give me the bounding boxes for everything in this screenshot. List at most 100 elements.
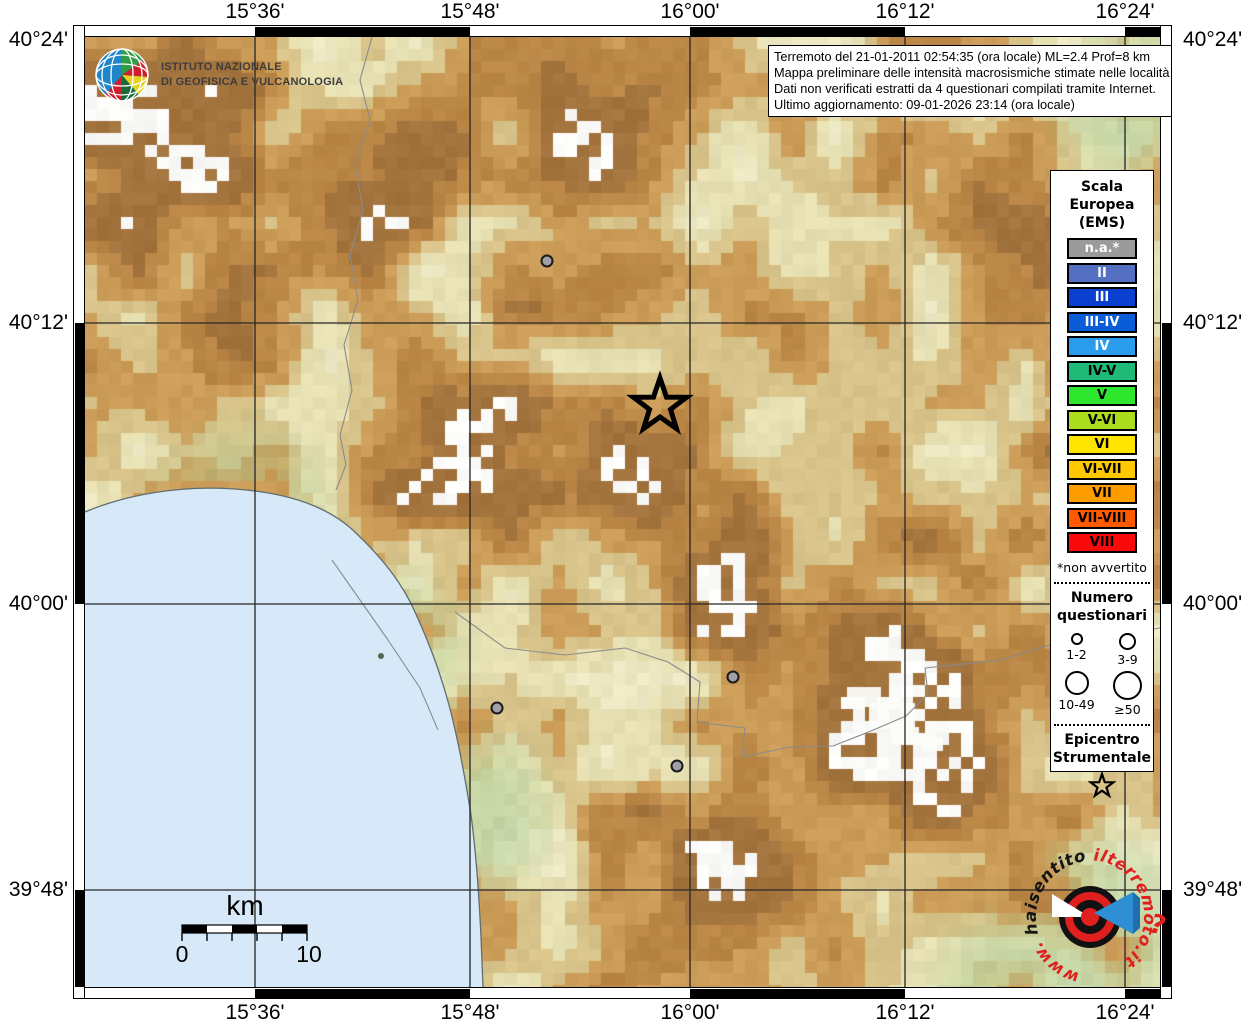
tick-top-0: 15°36': [225, 0, 285, 23]
intensity-swatch-V: V: [1067, 385, 1137, 406]
ingv-name-line2: DI GEOFISICA E VULCANOLOGIA: [161, 76, 344, 88]
epicenter-star: [626, 370, 694, 436]
info-line-2: Dati non verificati estratti da 4 questi…: [774, 81, 1156, 96]
intensity-swatch-VI-VII: VI-VII: [1067, 458, 1137, 480]
info-line-1: Mappa preliminare delle intensità macros…: [774, 65, 1170, 80]
legend-separator-2: [1054, 724, 1150, 726]
scalebar-seg-2: [282, 925, 307, 933]
boundary-line-1: [331, 559, 439, 731]
frame-seg-left-1: [74, 890, 84, 987]
questionnaire-class-0: 1-2: [1051, 633, 1102, 667]
frame-band-bottom: [73, 987, 1172, 999]
boundary-line-0: [335, 37, 373, 491]
epicenter-star-glyph: [1087, 770, 1117, 799]
questionnaire-label-1: 3-9: [1117, 652, 1138, 667]
questionnaire-circle-2: [1064, 671, 1089, 695]
legend-box: Scala Europea (EMS) n.a.* II III III-IV IV IV-V…: [1050, 170, 1154, 799]
frame-seg-top-2: [1125, 26, 1160, 36]
intensity-swatch-IV: IV: [1067, 336, 1137, 357]
islet: [378, 653, 384, 659]
intensity-swatch-VI: VI: [1067, 434, 1137, 455]
frame-seg-right-0: [1161, 323, 1171, 604]
scalebar-start: 0: [176, 941, 189, 967]
event-info-box: Terremoto del 21-01-2011 02:54:35 (ora l…: [768, 45, 1172, 117]
questionnaire-class-1: 3-9: [1102, 633, 1153, 667]
map-overlay: km 0 10: [85, 37, 1160, 987]
intensity-swatch-III: III: [1067, 287, 1137, 308]
locality-dot-0: [540, 254, 554, 268]
questionnaires-title-line-0: Numero: [1070, 590, 1134, 606]
intensity-swatch-VIII: VIII: [1067, 532, 1137, 553]
ingv-name-line1: ISTITUTO NAZIONALE: [161, 61, 282, 73]
legend-title-line-0: Scala: [1080, 179, 1124, 195]
tick-bottom-3: 16°12': [875, 1001, 935, 1024]
epicenter-title: Epicentro Strumentale: [1051, 731, 1153, 767]
legend-title-line-1: Europea: [1069, 197, 1135, 213]
sea-area: [85, 488, 483, 987]
intensity-swatch-V-VI: V-VI: [1067, 409, 1137, 431]
legend-separator: [1054, 582, 1150, 584]
haisentito-logo: ? www. haisentito ilterremoto.it: [1012, 836, 1176, 1013]
questionnaire-class-2: 10-49: [1051, 671, 1102, 717]
legend-footnote: *non avvertito: [1057, 560, 1147, 575]
epicenter-title-line-0: Epicentro: [1064, 732, 1140, 748]
frame-seg-top-1: [690, 26, 905, 36]
frame-seg-bottom-0: [255, 988, 470, 998]
questionnaires-title-line-1: questionari: [1056, 608, 1148, 624]
tick-bottom-2: 16°00': [660, 1001, 720, 1024]
legend-title-line-2: (EMS): [1078, 215, 1126, 231]
tick-top-4: 16°24': [1095, 0, 1155, 23]
tick-bottom-4: 16°24': [1095, 1001, 1155, 1024]
intensity-swatches: n.a.* II III III-IV IV IV-V V V-VI VI VI-VII VII VI…: [1051, 238, 1153, 553]
frame-seg-top-0: [255, 26, 470, 36]
questionnaire-classes: 1-2 3-9 10-49 ≥50: [1051, 629, 1153, 717]
tick-top-2: 16°00': [660, 0, 720, 23]
tick-right-2: 40°00': [1183, 592, 1243, 615]
frame-seg-bottom-1: [690, 988, 905, 998]
intensity-swatch-II: II: [1067, 262, 1137, 284]
ingv-logo: ISTITUTO NAZIONALE DI GEOFISICA E VULCAN…: [93, 46, 343, 104]
intensity-swatch-VII-VIII: VII-VIII: [1067, 507, 1137, 529]
questionnaire-label-0: 1-2: [1066, 647, 1087, 662]
map-area: km 0 10: [84, 36, 1161, 988]
questionnaires-title: Numero questionari: [1051, 589, 1153, 625]
frame-seg-bottom-2: [1125, 988, 1160, 998]
tick-left-1: 40°12': [8, 311, 68, 334]
intensity-swatch-IV-V: IV-V: [1067, 360, 1137, 382]
haisentito-logo-icon: ? www. haisentito ilterremoto.it: [1021, 846, 1170, 988]
locality-dot-2: [726, 670, 740, 684]
questionnaire-label-3: ≥50: [1114, 702, 1141, 717]
scalebar-unit: km: [226, 890, 263, 921]
tick-right-1: 40°12': [1183, 311, 1243, 334]
intensity-swatch-III-IV: III-IV: [1067, 311, 1137, 333]
tick-top-1: 15°48': [440, 0, 500, 23]
scalebar-end: 10: [296, 941, 322, 967]
scalebar-seg-1: [232, 925, 257, 933]
tick-top-3: 16°12': [875, 0, 935, 23]
questionnaire-class-3: ≥50: [1102, 671, 1153, 717]
ingv-name: ISTITUTO NAZIONALE DI GEOFISICA E VULCAN…: [161, 60, 343, 90]
locality-dot-1: [490, 701, 504, 715]
tick-left-2: 40°00': [8, 592, 68, 615]
frame-seg-right-1: [1161, 890, 1171, 987]
questionnaire-label-2: 10-49: [1058, 697, 1095, 712]
info-line-3: Ultimo aggiornamento: 09-01-2026 23:14 (…: [774, 97, 1075, 112]
info-line-0: Terremoto del 21-01-2011 02:54:35 (ora l…: [774, 49, 1151, 64]
tick-right-0: 40°24': [1183, 28, 1243, 51]
epicenter-star-icon: [1087, 770, 1117, 799]
ingv-globe-icon: [95, 48, 149, 102]
tick-left-3: 39°48': [8, 878, 68, 901]
boundary-line-2: [454, 611, 1160, 758]
tick-bottom-0: 15°36': [225, 1001, 285, 1024]
website-prefix: www.: [1027, 938, 1081, 987]
frame-seg-left-0: [74, 323, 84, 604]
tick-left-0: 40°24': [8, 28, 68, 51]
intensity-swatch-VII: VII: [1067, 483, 1137, 504]
questionnaire-circle-0: [1070, 633, 1083, 645]
questionnaire-circle-3: [1113, 671, 1142, 700]
legend-title: Scala Europea (EMS): [1051, 178, 1153, 232]
epicenter-title-line-1: Strumentale: [1052, 750, 1152, 766]
locality-dot-3: [670, 759, 684, 773]
tick-right-3: 39°48': [1183, 878, 1243, 901]
